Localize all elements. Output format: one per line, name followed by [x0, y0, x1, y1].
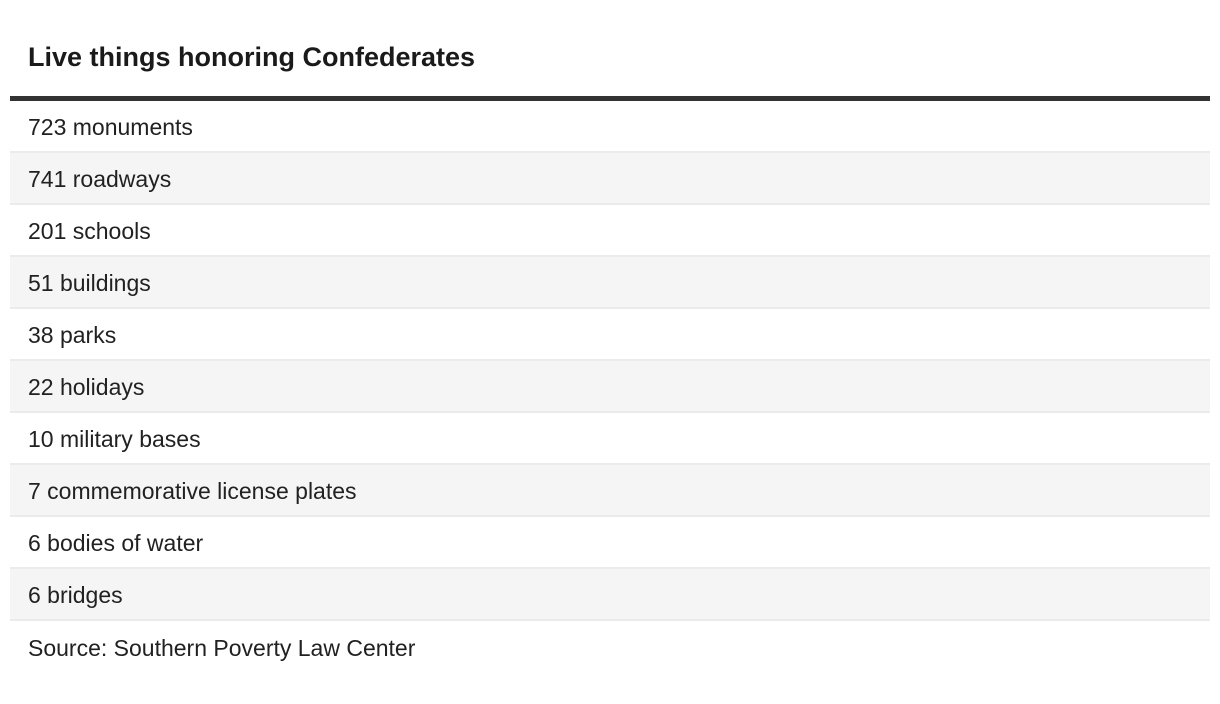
table-row: 38 parks	[10, 309, 1210, 361]
chart-title: Live things honoring Confederates	[28, 42, 476, 72]
table-row: 22 holidays	[10, 361, 1210, 413]
table-row: 723 monuments	[10, 101, 1210, 153]
table-row: 10 military bases	[10, 413, 1210, 465]
table-row: 741 roadways	[10, 153, 1210, 205]
table-row: 51 buildings	[10, 257, 1210, 309]
title-divider	[10, 96, 1210, 101]
table-row: 6 bridges	[10, 569, 1210, 621]
table-row: 6 bodies of water	[10, 517, 1210, 569]
source-note: Source: Southern Poverty Law Center	[10, 621, 1210, 675]
confederate-honors-table: Live things honoring Confederates 723 mo…	[10, 0, 1210, 675]
table-row: 7 commemorative license plates	[10, 465, 1210, 517]
table-rows: 723 monuments 741 roadways 201 schools 51 b…	[10, 101, 1210, 621]
table-row: 201 schools	[10, 205, 1210, 257]
